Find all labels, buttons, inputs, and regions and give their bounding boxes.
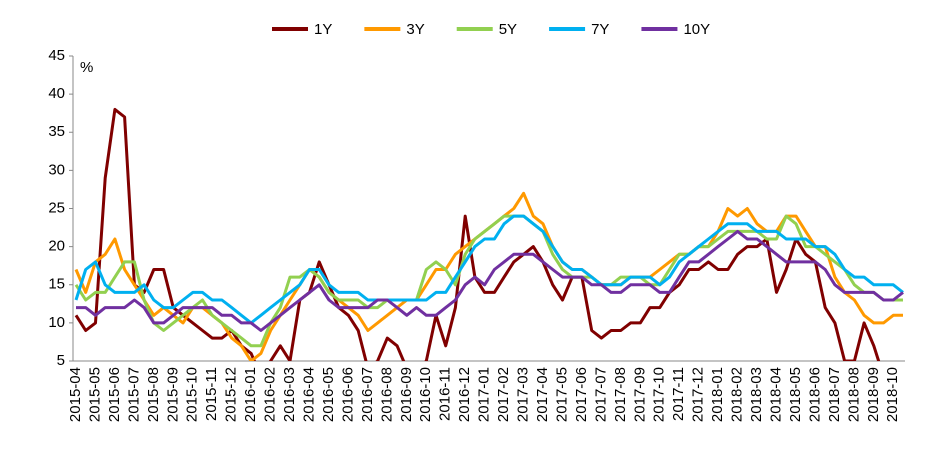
x-tick-label: 2015-11: [203, 367, 220, 421]
x-tick-label: 2015-09: [164, 367, 181, 422]
x-tick-label: 2016-10: [417, 367, 434, 422]
x-tick-label: 2017-02: [495, 367, 512, 422]
x-tick-label: 2018-03: [748, 367, 765, 422]
x-tick-label: 2016-08: [378, 367, 395, 422]
x-tick-label: 2016-01: [242, 367, 259, 422]
x-tick-label: 2015-08: [145, 367, 162, 422]
x-tick-label: 2017-03: [515, 367, 532, 422]
y-tick-label: 45: [48, 47, 65, 64]
legend-label: 3Y: [406, 21, 424, 38]
x-tick-label: 2016-04: [300, 367, 317, 422]
x-tick-label: 2015-12: [223, 367, 240, 422]
x-tick-label: 2017-07: [592, 367, 609, 422]
x-tick-label: 2016-03: [281, 367, 298, 422]
x-tick-label: 2017-01: [476, 367, 493, 422]
x-tick-label: 2016-05: [320, 367, 337, 422]
x-tick-label: 2016-02: [262, 367, 279, 422]
x-tick-label: 2015-10: [184, 367, 201, 422]
x-tick-label: 2018-08: [845, 367, 862, 422]
x-tick-label: 2016-07: [359, 367, 376, 422]
x-tick-label: 2018-06: [806, 367, 823, 422]
series-line: [74, 107, 881, 361]
x-tick-label: 2017-08: [612, 367, 629, 422]
legend-label: 1Y: [314, 21, 332, 38]
y-tick-label: 25: [48, 199, 65, 216]
y-tick-label: 10: [48, 314, 65, 331]
legend-label: 7Y: [591, 21, 609, 38]
x-tick-label: 2017-10: [651, 367, 668, 422]
x-tick-label: 2017-06: [573, 367, 590, 422]
y-tick-label: 30: [48, 161, 65, 178]
y-tick-label: 20: [48, 238, 65, 255]
x-tick-label: 2016-12: [456, 367, 473, 422]
legend-label: 5Y: [499, 21, 517, 38]
x-tick-label: 2017-12: [690, 367, 707, 422]
x-tick-label: 2018-05: [787, 367, 804, 422]
x-tick-label: 2016-09: [398, 367, 415, 422]
x-tick-label: 2015-07: [125, 367, 142, 422]
x-tick-label: 2018-09: [865, 367, 882, 422]
x-tick-label: 2018-02: [729, 367, 746, 422]
y-tick-label: 15: [48, 276, 65, 293]
x-tick-label: 2018-04: [767, 367, 784, 422]
legend-label: 10Y: [683, 21, 710, 38]
x-tick-label: 2017-04: [534, 367, 551, 422]
x-tick-label: 2017-05: [553, 367, 570, 422]
x-tick-label: 2017-11: [670, 367, 687, 421]
x-tick-label: 2015-04: [67, 367, 84, 422]
x-tick-label: 2018-10: [884, 367, 901, 422]
x-tick-label: 2018-01: [709, 367, 726, 422]
y-axis-label: %: [80, 59, 93, 76]
plot-lines: [74, 107, 904, 361]
x-tick-label: 2016-06: [339, 367, 356, 422]
series-line: [76, 229, 904, 332]
y-tick-label: 35: [48, 123, 65, 140]
x-tick-label: 2017-09: [631, 367, 648, 422]
series-line: [74, 214, 904, 325]
y-tick-label: 40: [48, 85, 65, 102]
x-tick-label: 2015-05: [86, 367, 103, 422]
x-tick-label: 2015-06: [106, 367, 123, 422]
x-tick-label: 2016-11: [437, 367, 454, 421]
x-tick-label: 2018-07: [826, 367, 843, 422]
series-line: [74, 214, 903, 348]
y-tick-label: 5: [57, 352, 65, 369]
